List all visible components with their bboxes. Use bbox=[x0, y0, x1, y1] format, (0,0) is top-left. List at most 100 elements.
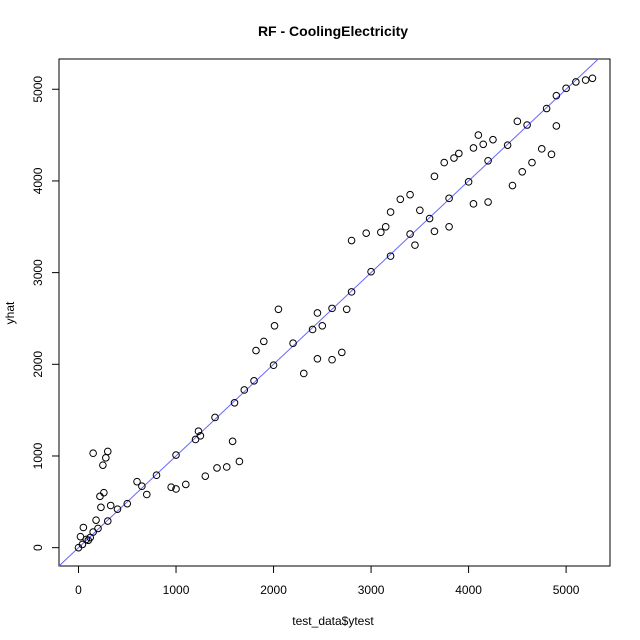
x-axis: 0 1000 2000 3000 4000 5000 bbox=[75, 565, 580, 597]
data-point bbox=[230, 399, 239, 407]
data-point bbox=[313, 309, 322, 317]
y-tick-label: 2000 bbox=[31, 351, 45, 378]
data-point bbox=[347, 236, 356, 245]
x-tick-label: 3000 bbox=[358, 583, 385, 597]
data-point bbox=[222, 463, 231, 471]
data-point bbox=[79, 523, 88, 532]
x-tick-label: 2000 bbox=[260, 583, 287, 597]
data-point bbox=[430, 227, 439, 236]
data-point bbox=[377, 228, 385, 237]
data-point bbox=[78, 540, 87, 549]
data-point bbox=[489, 135, 497, 144]
data-point bbox=[367, 267, 375, 276]
y-axis: 0 1000 2000 3000 4000 5000 bbox=[31, 76, 60, 551]
data-point bbox=[469, 200, 478, 208]
data-point bbox=[406, 230, 414, 238]
data-point bbox=[308, 325, 317, 334]
x-tick-label: 5000 bbox=[553, 583, 580, 597]
data-point bbox=[552, 122, 561, 130]
y-tick-label: 1000 bbox=[31, 442, 45, 469]
y-tick-label: 4000 bbox=[31, 167, 45, 194]
data-point bbox=[381, 222, 390, 231]
y-tick-label: 3000 bbox=[31, 259, 45, 286]
data-point bbox=[289, 339, 297, 348]
data-point bbox=[416, 206, 424, 215]
data-point bbox=[113, 505, 122, 513]
data-point bbox=[89, 449, 97, 458]
data-point bbox=[445, 222, 453, 231]
chart-title: RF - CoolingElectricity bbox=[258, 23, 408, 39]
data-point bbox=[562, 84, 570, 93]
data-point bbox=[172, 451, 180, 459]
data-point bbox=[152, 471, 161, 480]
data-point bbox=[396, 195, 405, 204]
data-point bbox=[542, 104, 551, 113]
data-point bbox=[76, 532, 85, 541]
data-point bbox=[342, 305, 351, 314]
data-point bbox=[89, 528, 97, 536]
y-axis-label: yhat bbox=[3, 301, 17, 324]
data-point bbox=[270, 321, 279, 330]
data-point bbox=[581, 76, 590, 84]
x-tick-label: 0 bbox=[75, 583, 82, 597]
x-tick-label: 1000 bbox=[163, 583, 190, 597]
data-point bbox=[474, 131, 483, 139]
data-point bbox=[508, 181, 517, 190]
x-tick-label: 4000 bbox=[455, 583, 482, 597]
data-point bbox=[181, 480, 190, 489]
data-point bbox=[99, 461, 107, 469]
data-point bbox=[84, 536, 93, 545]
data-point bbox=[386, 208, 395, 216]
data-point bbox=[338, 348, 346, 357]
data-point bbox=[228, 437, 237, 446]
data-point bbox=[201, 472, 210, 480]
data-point bbox=[328, 304, 336, 313]
x-axis-label: test_data$ytest bbox=[292, 614, 374, 628]
data-point bbox=[213, 464, 221, 472]
data-point bbox=[503, 141, 512, 149]
data-point bbox=[274, 305, 283, 314]
data-point bbox=[133, 477, 141, 486]
data-point bbox=[240, 386, 249, 394]
data-point bbox=[450, 154, 458, 162]
data-point bbox=[194, 427, 203, 436]
data-point bbox=[259, 337, 268, 346]
data-point bbox=[252, 346, 260, 355]
data-point bbox=[430, 172, 439, 181]
data-point bbox=[588, 74, 597, 83]
data-point bbox=[528, 158, 536, 167]
data-point bbox=[92, 516, 100, 524]
data-point bbox=[103, 517, 112, 525]
data-point bbox=[513, 117, 522, 126]
data-point bbox=[328, 355, 336, 364]
y-tick-label: 5000 bbox=[31, 76, 45, 103]
data-point bbox=[100, 488, 108, 497]
data-point bbox=[313, 354, 322, 363]
data-point bbox=[572, 78, 580, 86]
y-tick-label: 0 bbox=[31, 544, 45, 551]
data-point bbox=[138, 482, 146, 491]
data-point bbox=[469, 144, 478, 152]
data-point bbox=[318, 321, 327, 330]
data-point bbox=[235, 457, 244, 466]
data-point bbox=[94, 524, 102, 533]
data-point bbox=[537, 145, 546, 153]
data-point bbox=[103, 447, 112, 456]
identity-reference-line bbox=[58, 58, 599, 567]
data-point bbox=[552, 91, 561, 100]
data-point bbox=[102, 454, 110, 462]
data-point bbox=[484, 156, 492, 165]
data-point bbox=[96, 492, 104, 501]
data-point bbox=[411, 241, 419, 249]
data-point bbox=[362, 229, 370, 237]
data-point bbox=[106, 501, 115, 510]
data-point bbox=[386, 252, 395, 260]
data-point bbox=[518, 167, 527, 176]
data-point bbox=[97, 503, 105, 512]
data-point bbox=[440, 158, 449, 167]
data-point bbox=[479, 140, 488, 149]
data-point bbox=[167, 483, 175, 491]
data-point bbox=[172, 485, 180, 493]
data-point bbox=[123, 499, 132, 508]
